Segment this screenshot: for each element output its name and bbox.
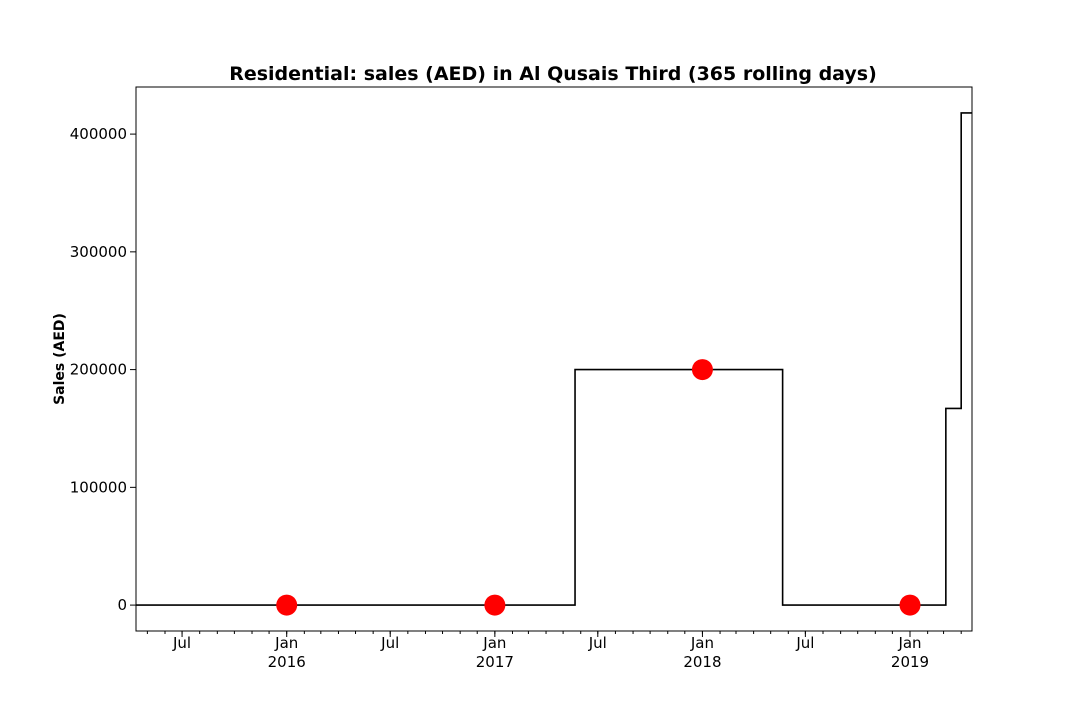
y-tick-label: 400000 [70, 125, 127, 143]
sales-marker [899, 594, 921, 616]
y-tick-label: 200000 [70, 361, 127, 379]
plot-frame [135, 86, 973, 632]
x-tick-label: Jan [897, 634, 921, 652]
y-tick-label: 300000 [70, 243, 127, 261]
x-tick-label: Jan [274, 634, 298, 652]
x-tick-year-label: 2018 [683, 653, 721, 671]
y-axis-label: Sales (AED) [52, 313, 68, 405]
sales-marker [276, 594, 298, 616]
x-tick-label: Jan [482, 634, 506, 652]
x-tick-label: Jul [795, 634, 814, 652]
chart-title: Residential: sales (AED) in Al Qusais Th… [229, 63, 877, 85]
x-tick-label: Jul [588, 634, 607, 652]
sales-step-line [136, 112, 972, 606]
x-tick-year-label: 2017 [476, 653, 514, 671]
x-tick-label: Jan [690, 634, 714, 652]
x-tick-label: Jul [172, 634, 191, 652]
y-tick-label: 0 [117, 596, 127, 614]
x-tick-year-label: 2016 [268, 653, 306, 671]
x-tick-year-label: 2019 [891, 653, 929, 671]
x-tick-label: Jul [380, 634, 399, 652]
y-tick-label: 100000 [70, 478, 127, 496]
sales-marker [691, 359, 713, 381]
sales-marker [484, 594, 506, 616]
